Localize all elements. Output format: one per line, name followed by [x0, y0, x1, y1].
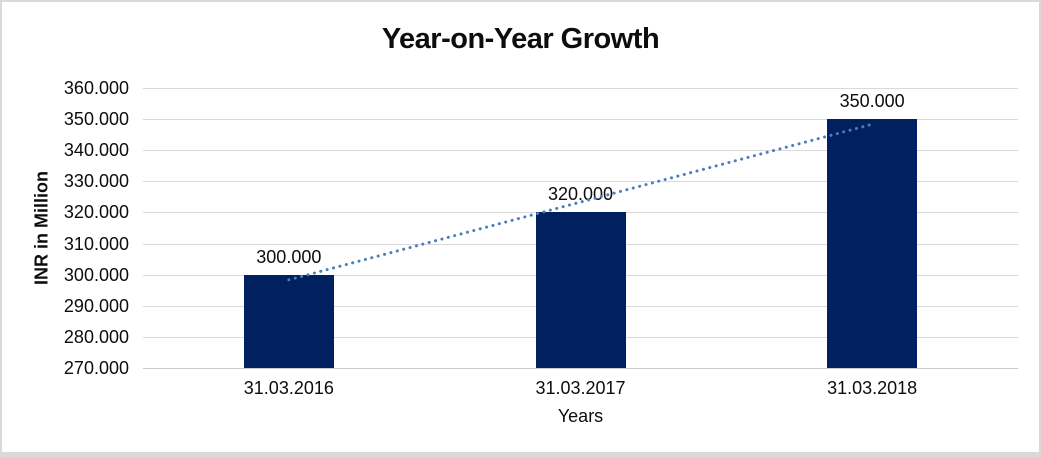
y-tick-label: 290.000: [63, 295, 129, 316]
data-label: 300.000: [256, 246, 322, 267]
x-axis-title: Years: [557, 406, 604, 426]
bar-31-03-2016: [243, 274, 334, 368]
gridline: [143, 119, 1018, 121]
x-tick-label: 31.03.2018: [827, 378, 918, 398]
data-label: 320.000: [547, 184, 614, 205]
y-tick-label: 270.000: [63, 358, 129, 378]
bar-31-03-2018: [827, 119, 918, 368]
gridline: [143, 88, 1018, 89]
y-tick-label: 360.000: [63, 78, 129, 98]
chart-title: Year-on-Year Growth: [381, 23, 660, 55]
y-tick-label: 280.000: [63, 326, 129, 347]
x-tick-label: 31.03.2016: [243, 378, 334, 398]
bar-31-03-2017: [535, 212, 626, 368]
y-tick-label: 330.000: [63, 171, 129, 192]
y-tick-label: 300.000: [63, 264, 129, 285]
x-tick-label: 31.03.2017: [535, 378, 626, 398]
y-tick-label: 340.000: [63, 140, 129, 161]
y-tick-label: 310.000: [63, 233, 129, 254]
gridline: [143, 368, 1018, 369]
y-tick-label: 320.000: [63, 202, 129, 223]
data-label: 350.000: [839, 91, 905, 112]
y-tick-label: 350.000: [63, 109, 129, 130]
